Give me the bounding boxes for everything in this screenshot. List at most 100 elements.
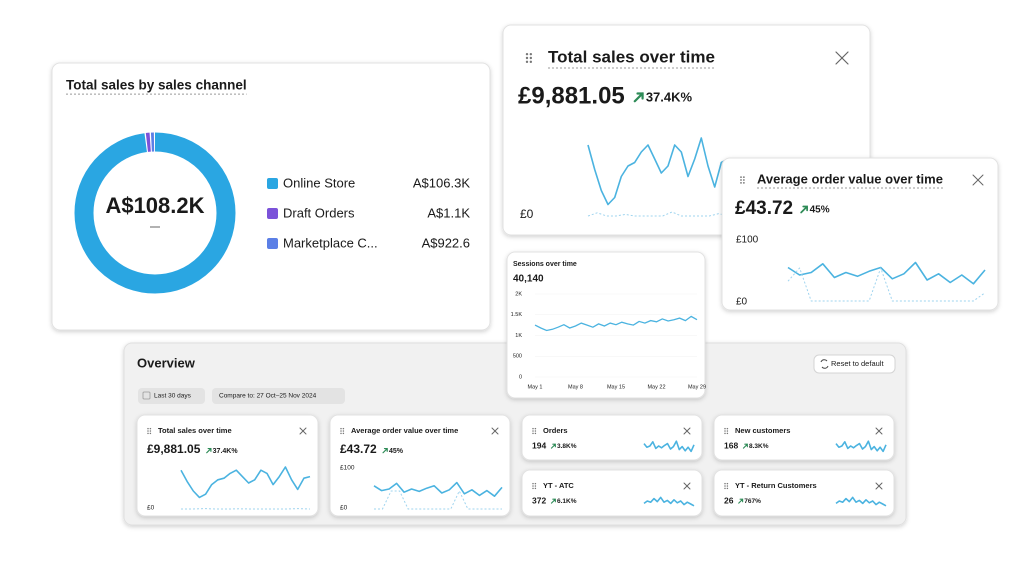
change-percent: 37.4K% — [213, 448, 239, 455]
grip-dot — [530, 53, 532, 55]
grip-dot — [532, 428, 534, 430]
metric-title: Average order value over time — [351, 426, 458, 435]
grip-dot — [727, 483, 729, 485]
grip-dot — [340, 433, 342, 435]
metric-value: 194 — [532, 440, 546, 450]
y-tick-label: 500 — [513, 354, 522, 360]
grip-dot — [727, 485, 729, 487]
y-tick-label: 0 — [519, 374, 522, 380]
grip-dot — [740, 176, 742, 178]
change-percent: 45% — [810, 205, 830, 216]
metric-title: YT - Return Customers — [735, 481, 817, 490]
grip-dot — [535, 428, 537, 430]
legend-swatch — [267, 238, 278, 249]
change-percent: 767% — [744, 498, 761, 505]
grip-dot — [535, 433, 537, 435]
grip-dot — [727, 428, 729, 430]
axis-label: £100 — [340, 465, 355, 472]
grip-dot — [532, 430, 534, 432]
grip-dot — [743, 179, 745, 181]
grip-dot — [343, 430, 345, 432]
metric-title: Orders — [543, 426, 568, 435]
grip-dot — [530, 57, 532, 59]
grip-dot — [724, 488, 726, 490]
axis-label: £0 — [147, 505, 155, 512]
legend-value: A$922.6 — [422, 235, 470, 250]
metric-value: £9,881.05 — [518, 82, 625, 109]
axis-label: £0 — [520, 207, 534, 221]
metric-title: New customers — [735, 426, 790, 435]
metric-card — [522, 415, 702, 460]
x-tick-label: May 1 — [528, 384, 543, 390]
x-tick-label: May 29 — [688, 384, 706, 390]
grip-dot — [724, 483, 726, 485]
grip-dot — [535, 488, 537, 490]
change-percent: 8.3K% — [749, 443, 769, 450]
metric-card — [714, 470, 894, 516]
metric-title: YT - ATC — [543, 481, 574, 490]
axis-label: £100 — [736, 235, 759, 246]
card-title: Total sales over time — [548, 47, 715, 66]
metric-card — [522, 470, 702, 516]
y-tick-label: 2K — [515, 291, 522, 297]
metric-value: £43.72 — [735, 198, 793, 219]
grip-dot — [147, 428, 149, 430]
axis-label: £0 — [340, 505, 348, 512]
legend-label: Marketplace C... — [283, 235, 378, 250]
metric-card — [714, 415, 894, 460]
grip-dot — [150, 433, 152, 435]
legend-label: Draft Orders — [283, 205, 355, 220]
grip-dot — [727, 433, 729, 435]
grip-dot — [150, 430, 152, 432]
grip-dot — [147, 433, 149, 435]
metric-value: £43.72 — [340, 442, 377, 456]
grip-dot — [535, 485, 537, 487]
metric-title: Total sales over time — [158, 426, 232, 435]
grip-dot — [526, 57, 528, 59]
grip-dot — [343, 428, 345, 430]
x-tick-label: May 15 — [607, 384, 625, 390]
legend-swatch — [267, 208, 278, 219]
grip-dot — [727, 488, 729, 490]
legend-swatch — [267, 178, 278, 189]
grip-dot — [340, 430, 342, 432]
grip-dot — [724, 485, 726, 487]
grip-dot — [530, 61, 532, 63]
reset-label: Reset to default — [831, 359, 884, 368]
card-title: Sessions over time — [513, 261, 577, 268]
grip-dot — [532, 485, 534, 487]
grip-dot — [532, 433, 534, 435]
legend-label: Online Store — [283, 175, 355, 190]
grip-dot — [727, 430, 729, 432]
y-tick-label: 1K — [515, 333, 522, 339]
grip-dot — [724, 430, 726, 432]
x-tick-label: May 8 — [568, 384, 583, 390]
card-title: Total sales by sales channel — [66, 78, 247, 93]
metric-value: 40,140 — [513, 274, 544, 285]
overview-title: Overview — [137, 355, 196, 370]
change-percent: 3.8K% — [557, 443, 577, 450]
grip-dot — [147, 430, 149, 432]
filter-label: Compare to: 27 Oct–25 Nov 2024 — [219, 393, 317, 400]
metric-value: 372 — [532, 495, 546, 505]
legend-value: A$1.1K — [427, 205, 470, 220]
grip-dot — [724, 433, 726, 435]
filter-label: Last 30 days — [154, 393, 192, 400]
change-percent: 45% — [389, 448, 404, 455]
grip-dot — [343, 433, 345, 435]
card-title: Average order value over time — [757, 171, 943, 186]
change-percent: 37.4K% — [646, 89, 693, 104]
grip-dot — [535, 430, 537, 432]
grip-dot — [743, 176, 745, 178]
grip-dot — [535, 483, 537, 485]
legend-value: A$106.3K — [413, 175, 470, 190]
grip-dot — [340, 428, 342, 430]
grip-dot — [724, 428, 726, 430]
change-percent: 6.1K% — [557, 498, 577, 505]
grip-dot — [150, 428, 152, 430]
x-tick-label: May 22 — [647, 384, 665, 390]
grip-dot — [743, 182, 745, 184]
grip-dot — [526, 53, 528, 55]
